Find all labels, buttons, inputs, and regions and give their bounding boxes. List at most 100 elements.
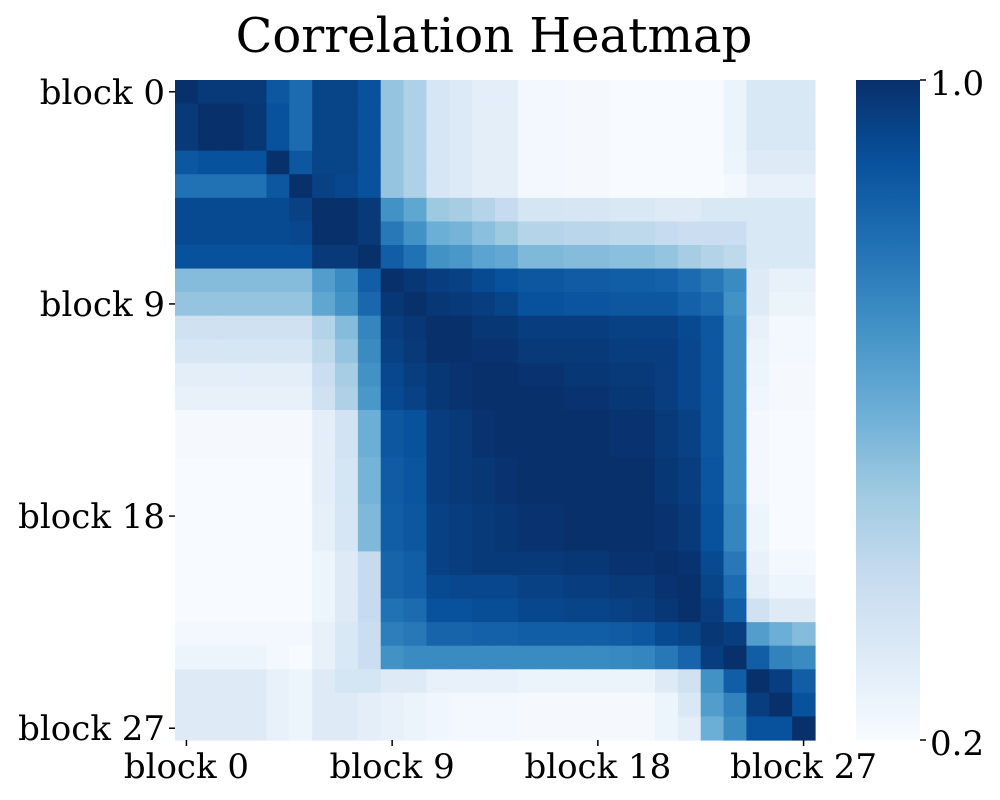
heatmap-cell xyxy=(472,692,496,718)
heatmap-cell xyxy=(426,551,450,576)
heatmap-cell xyxy=(517,80,542,105)
heatmap-cell xyxy=(426,197,450,223)
heatmap-cell xyxy=(632,150,656,175)
heatmap-cell xyxy=(792,551,816,576)
heatmap-cell xyxy=(586,622,610,647)
heatmap-cell xyxy=(540,103,565,128)
heatmap-cell xyxy=(220,339,245,364)
heatmap-cell xyxy=(655,598,679,623)
heatmap-cell xyxy=(655,527,679,553)
heatmap-cell xyxy=(266,268,290,293)
heatmap-cell xyxy=(449,127,473,152)
heatmap-cell xyxy=(357,268,382,293)
heatmap-cell xyxy=(563,645,588,670)
heatmap-cell xyxy=(335,716,359,741)
heatmap-cell xyxy=(266,457,290,482)
heatmap-cell xyxy=(792,245,816,270)
heatmap-cell xyxy=(655,103,679,128)
heatmap-cell xyxy=(335,150,359,175)
heatmap-cell xyxy=(403,150,428,175)
heatmap-cell xyxy=(449,692,473,718)
heatmap-cell xyxy=(746,127,770,152)
heatmap-cell xyxy=(357,245,382,270)
heatmap-cell xyxy=(289,551,313,576)
heatmap-cell xyxy=(312,339,336,364)
heatmap-cell xyxy=(723,457,748,482)
heatmap-cell xyxy=(289,245,313,270)
heatmap-cell xyxy=(449,622,473,647)
heatmap-cell xyxy=(632,575,656,600)
heatmap-cell xyxy=(563,480,588,505)
heatmap-cell xyxy=(357,80,382,105)
heatmap-cell xyxy=(655,315,679,340)
heatmap-cell xyxy=(495,103,519,128)
heatmap-cell xyxy=(220,103,245,128)
heatmap-cell xyxy=(632,339,656,364)
heatmap-cell xyxy=(472,716,496,741)
heatmap-cell xyxy=(517,480,542,505)
heatmap-cell xyxy=(769,80,793,105)
heatmap-cell xyxy=(312,315,336,340)
heatmap-cell xyxy=(723,433,748,458)
heatmap-cell xyxy=(472,150,496,175)
heatmap-cell xyxy=(426,692,450,718)
heatmap-cell xyxy=(632,622,656,647)
heatmap-cell xyxy=(380,80,405,105)
heatmap-cell xyxy=(220,197,245,223)
heatmap-cell xyxy=(175,645,199,670)
heatmap-cell xyxy=(609,410,633,435)
heatmap-cell xyxy=(312,197,336,223)
heatmap-cell xyxy=(746,268,770,293)
heatmap-cell xyxy=(243,622,268,647)
heatmap-cell xyxy=(792,410,816,435)
heatmap-cell xyxy=(380,433,405,458)
heatmap-cell xyxy=(426,598,450,623)
heatmap-cell xyxy=(632,245,656,270)
heatmap-cell xyxy=(723,150,748,175)
heatmap-cell xyxy=(495,433,519,458)
heatmap-cell xyxy=(586,315,610,340)
heatmap-cell xyxy=(700,197,725,223)
heatmap-cell xyxy=(609,221,633,246)
heatmap-cell xyxy=(655,622,679,647)
heatmap-cell xyxy=(586,410,610,435)
heatmap-cell xyxy=(655,339,679,364)
heatmap-cell xyxy=(220,315,245,340)
heatmap-cell xyxy=(495,457,519,482)
heatmap-cell xyxy=(175,362,199,388)
heatmap-cell xyxy=(655,127,679,152)
heatmap-cell xyxy=(426,433,450,458)
heatmap-cell xyxy=(723,692,748,718)
heatmap-cell xyxy=(175,197,199,223)
heatmap-cell xyxy=(723,197,748,223)
heatmap-cell xyxy=(403,103,428,128)
heatmap-cell xyxy=(312,245,336,270)
heatmap-cell xyxy=(243,362,268,388)
heatmap-cell xyxy=(403,362,428,388)
heatmap-cell xyxy=(540,480,565,505)
col-ticks: block 0 block 9 block 18 block 27 xyxy=(124,740,877,787)
heatmap-cell xyxy=(632,645,656,670)
heatmap-cell xyxy=(220,622,245,647)
heatmap-cell xyxy=(540,716,565,741)
heatmap-cell xyxy=(677,410,702,435)
heatmap-cell xyxy=(723,575,748,600)
heatmap-cell xyxy=(495,669,519,694)
heatmap-cell xyxy=(540,292,565,317)
heatmap-cell xyxy=(540,174,565,199)
heatmap-cell xyxy=(723,716,748,741)
heatmap-cell xyxy=(312,268,336,293)
row-tick-label: block 9 xyxy=(40,285,165,325)
heatmap-cell xyxy=(586,103,610,128)
heatmap-cell xyxy=(266,527,290,553)
row-tick-label: block 0 xyxy=(40,73,165,113)
heatmap-cell xyxy=(792,433,816,458)
heatmap-cell xyxy=(609,457,633,482)
heatmap-cell xyxy=(403,527,428,553)
heatmap-cell xyxy=(586,692,610,718)
heatmap-cell xyxy=(700,362,725,388)
heatmap-cell xyxy=(723,268,748,293)
colorbar xyxy=(856,80,920,740)
heatmap-cell xyxy=(677,551,702,576)
heatmap-cell xyxy=(472,80,496,105)
